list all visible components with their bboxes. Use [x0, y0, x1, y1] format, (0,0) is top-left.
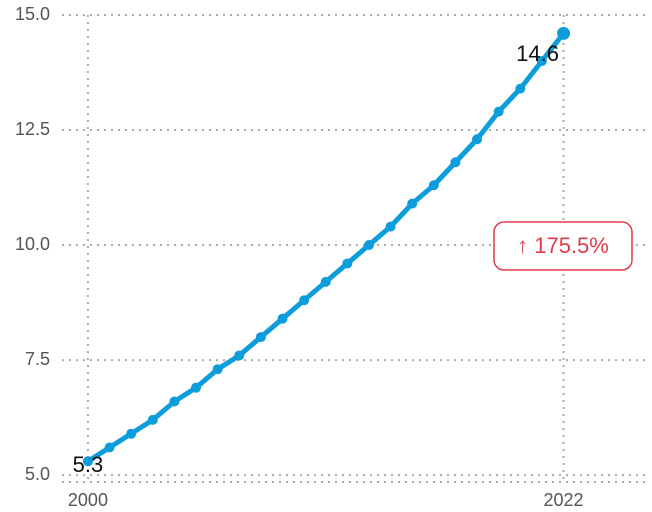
- point: [126, 428, 137, 439]
- annotation: ↑ 175.5%: [517, 233, 609, 258]
- point: [472, 134, 483, 145]
- y-tick-label: 5.0: [25, 464, 50, 484]
- data-label: 5.3: [73, 452, 104, 477]
- point: [536, 56, 547, 67]
- point: [212, 364, 223, 375]
- point: [299, 295, 310, 306]
- point: [169, 396, 180, 407]
- point: [234, 350, 245, 361]
- y-tick-label: 12.5: [15, 119, 50, 139]
- y-tick-label: 15.0: [15, 4, 50, 24]
- point: [363, 240, 374, 251]
- x-tick-label: 2000: [68, 490, 108, 510]
- point: [557, 26, 571, 40]
- point: [277, 313, 288, 324]
- point: [255, 332, 266, 343]
- point: [385, 221, 396, 232]
- y-tick-label: 10.0: [15, 234, 50, 254]
- y-tick-label: 7.5: [25, 349, 50, 369]
- point: [450, 157, 461, 168]
- point: [515, 83, 526, 94]
- point: [428, 180, 439, 191]
- point: [104, 442, 115, 453]
- point: [147, 414, 158, 425]
- annotation-box: [493, 221, 633, 271]
- point: [342, 258, 353, 269]
- point: [82, 456, 93, 467]
- point: [320, 276, 331, 287]
- line: [86, 31, 566, 464]
- point: [493, 106, 504, 117]
- point: [407, 198, 418, 209]
- x-tick-label: 2022: [544, 490, 584, 510]
- data-label: 14.6: [516, 41, 559, 66]
- point: [191, 382, 202, 393]
